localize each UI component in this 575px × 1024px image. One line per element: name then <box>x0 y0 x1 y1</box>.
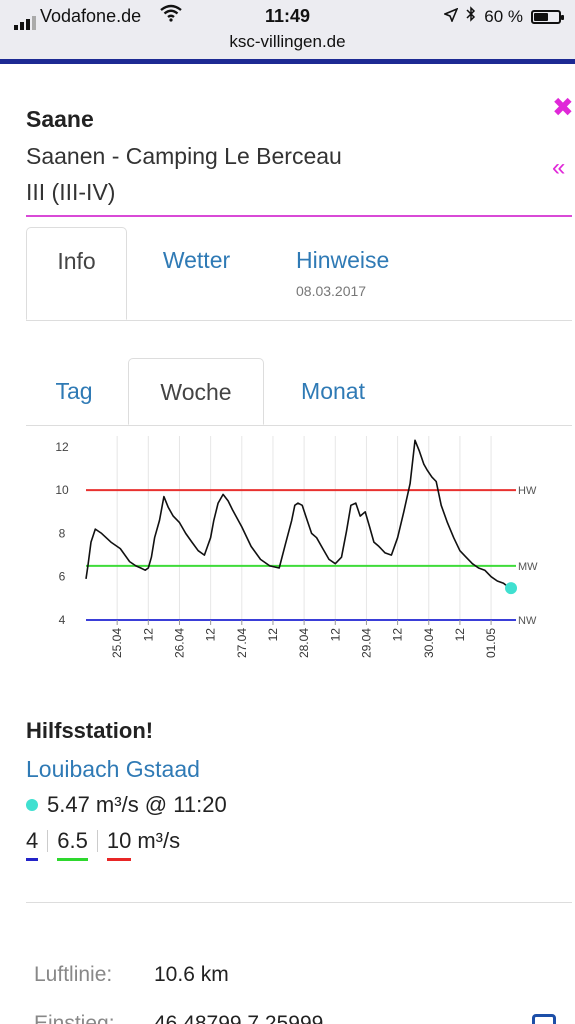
current-reading-text: 5.47 m³/s @ 11:20 <box>47 792 227 817</box>
header-divider <box>26 215 572 217</box>
y-tick-label: 4 <box>59 613 66 627</box>
y-tick-label: 12 <box>55 440 69 454</box>
einstieg-label: Einstieg: <box>34 1012 115 1024</box>
threshold-label-hw: HW <box>518 485 537 497</box>
level-high: 10 <box>106 828 132 861</box>
y-tick-label: 8 <box>59 526 66 540</box>
range-tabs: Tag Woche Monat <box>26 358 572 426</box>
tab-hinweise[interactable]: Hinweise 08.03.2017 <box>296 227 446 320</box>
tab-wetter-label: Wetter <box>162 247 231 273</box>
water-level-series <box>85 439 511 589</box>
tab-wetter[interactable]: Wetter <box>134 227 259 320</box>
level-unit: m³/s <box>137 828 181 853</box>
water-level-chart: 12 10 8 6 4 HW MW NW 25.04 12 26.04 12 27.04 12 28.04 1… <box>55 436 538 658</box>
tab-woche-label: Woche <box>160 379 232 405</box>
clock: 11:49 <box>264 6 311 26</box>
right-status-icons: 60 % <box>443 6 564 27</box>
tab-info[interactable]: Info <box>26 227 127 320</box>
river-name: Saane <box>26 106 94 132</box>
y-tick-label: 10 <box>55 483 69 497</box>
threshold-label-mw: MW <box>518 561 538 573</box>
level-separator <box>47 830 49 852</box>
level-separator <box>96 830 98 852</box>
tab-monat-label: Monat <box>301 378 365 404</box>
battery-icon <box>531 9 564 24</box>
river-grade: III (III-IV) <box>26 179 116 205</box>
x-tick-label: 01.05 <box>484 628 498 658</box>
luftlinie-value: 10.6 km <box>154 963 229 986</box>
x-tick-label: 12 <box>328 628 342 642</box>
level-mid: 6.5 <box>57 828 88 861</box>
tab-woche[interactable]: Woche <box>128 358 264 425</box>
double-chevron-left-icon[interactable]: « <box>552 154 566 181</box>
river-section: Saanen - Camping Le Berceau <box>26 143 342 169</box>
browser-status-bar: Vodafone.de 11:49 60 % ksc-villingen.de <box>0 0 575 64</box>
carrier-name: Vodafone.de <box>40 6 142 26</box>
x-tick-label: 25.04 <box>110 628 124 658</box>
x-tick-label: 28.04 <box>297 628 311 658</box>
tab-tag-label: Tag <box>55 378 93 404</box>
station-link[interactable]: Louibach Gstaad <box>26 756 200 782</box>
help-station-heading: Hilfsstation! <box>26 718 154 743</box>
level-low: 4 <box>26 828 39 861</box>
section-divider <box>26 902 572 903</box>
url-bar[interactable]: ksc-villingen.de <box>229 32 346 51</box>
current-reading: 5.47 m³/s @ 11:20 <box>26 792 227 818</box>
tab-tag[interactable]: Tag <box>26 358 122 425</box>
level-thresholds: 4 6.5 10 m³/s <box>26 828 180 861</box>
tab-info-label: Info <box>57 248 96 274</box>
x-tick-label: 12 <box>391 628 405 642</box>
tab-hinweise-label: Hinweise <box>296 247 390 273</box>
signal-icon <box>14 10 38 30</box>
status-row: Vodafone.de 11:49 60 % <box>0 4 575 30</box>
x-tick-label: 12 <box>141 628 155 642</box>
x-tick-label: 30.04 <box>422 628 436 658</box>
x-tick-label: 27.04 <box>235 628 249 658</box>
location-arrow-icon <box>443 7 459 27</box>
map-link-icon[interactable] <box>532 1014 556 1024</box>
main-tabs: Info Wetter Hinweise 08.03.2017 <box>26 227 572 321</box>
battery-percent: 60 % <box>484 6 523 26</box>
current-dot-icon <box>26 799 38 811</box>
x-tick-label: 12 <box>453 628 467 642</box>
current-level-point <box>505 582 518 595</box>
luftlinie-label: Luftlinie: <box>34 963 113 986</box>
bluetooth-icon <box>466 6 476 27</box>
close-icon[interactable]: ✖ <box>552 92 574 122</box>
y-tick-label: 6 <box>59 570 66 584</box>
threshold-label-nw: NW <box>518 615 537 627</box>
x-tick-label: 26.04 <box>172 628 186 658</box>
tab-monat[interactable]: Monat <box>272 358 394 425</box>
x-tick-label: 12 <box>266 628 280 642</box>
einstieg-value: 46.48799,7.25999 <box>154 1012 324 1024</box>
x-tick-label: 29.04 <box>359 628 373 658</box>
x-tick-label: 12 <box>204 628 218 642</box>
tab-hinweise-date: 08.03.2017 <box>296 283 367 299</box>
wifi-icon <box>160 4 182 27</box>
